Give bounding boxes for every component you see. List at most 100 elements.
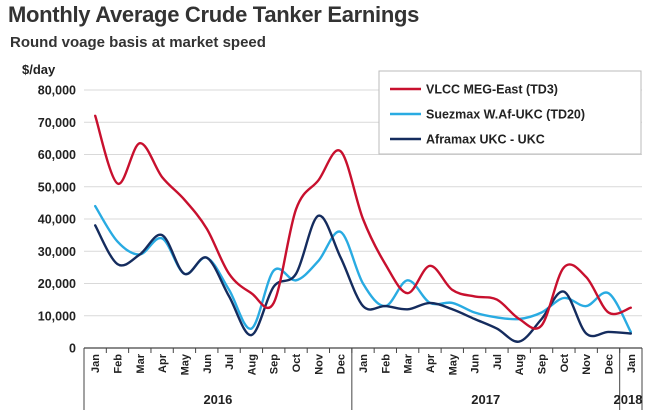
- data-point: [384, 305, 386, 307]
- data-point: [563, 290, 565, 292]
- data-point: [473, 318, 475, 320]
- y-tick-label: 30,000: [38, 245, 76, 259]
- year-label: 2017: [471, 392, 500, 407]
- data-point: [451, 289, 453, 291]
- x-tick-label: Nov: [581, 353, 593, 375]
- x-tick-label: Aug: [514, 354, 526, 375]
- data-point: [585, 305, 587, 307]
- data-point: [496, 327, 498, 329]
- y-tick-label: 20,000: [38, 277, 76, 291]
- chart-title: Monthly Average Crude Tanker Earnings: [8, 2, 420, 27]
- data-point: [451, 302, 453, 304]
- data-point: [406, 308, 408, 310]
- x-tick-label: Nov: [313, 353, 325, 375]
- data-point: [183, 198, 185, 200]
- data-point: [518, 318, 520, 320]
- x-tick-label: Jul: [492, 354, 504, 370]
- x-tick-label: Jul: [224, 354, 236, 370]
- legend-label: Aframax UKC - UKC: [426, 133, 545, 147]
- x-tick-label: Dec: [336, 354, 348, 374]
- series-line-0: [94, 114, 632, 330]
- data-point: [250, 334, 252, 336]
- data-point: [317, 179, 319, 181]
- y-tick-label: 40,000: [38, 213, 76, 227]
- data-point: [563, 266, 565, 268]
- x-tick-label: Mar: [403, 353, 415, 373]
- x-tick-label: May: [447, 353, 459, 375]
- data-point: [585, 276, 587, 278]
- data-point: [206, 257, 208, 259]
- y-tick-label: 70,000: [38, 116, 76, 130]
- data-point: [630, 306, 632, 308]
- data-point: [317, 260, 319, 262]
- data-point: [585, 332, 587, 334]
- data-point: [473, 295, 475, 297]
- y-tick-label: 10,000: [38, 309, 76, 323]
- data-point: [183, 273, 185, 275]
- data-point: [339, 257, 341, 259]
- data-point: [473, 311, 475, 313]
- data-point: [116, 263, 118, 265]
- y-tick-label: 0: [69, 342, 76, 356]
- data-point: [384, 263, 386, 265]
- data-point: [116, 182, 118, 184]
- data-point: [451, 308, 453, 310]
- x-tick-label: May: [179, 353, 191, 375]
- x-tick-label: Feb: [112, 354, 124, 374]
- data-point: [518, 340, 520, 342]
- series-line-1: [94, 204, 632, 334]
- data-point: [563, 297, 565, 299]
- data-point: [228, 289, 230, 291]
- x-tick-label: Oct: [291, 354, 303, 373]
- series-line-2: [94, 214, 632, 343]
- data-point: [540, 311, 542, 313]
- x-tick-label: Dec: [604, 354, 616, 374]
- x-tick-label: Jan: [626, 354, 638, 373]
- y-tick-label: 80,000: [38, 84, 76, 98]
- data-point: [607, 292, 609, 294]
- data-point: [94, 115, 96, 117]
- data-point: [295, 273, 297, 275]
- y-tick-label: 50,000: [38, 180, 76, 194]
- data-point: [273, 269, 275, 271]
- data-point: [273, 302, 275, 304]
- x-tick-label: Oct: [559, 354, 571, 373]
- data-point: [295, 208, 297, 210]
- legend-label: Suezmax W.Af-UKC (TD20): [426, 108, 585, 122]
- data-point: [206, 227, 208, 229]
- x-tick-label: Jun: [202, 354, 214, 374]
- data-point: [295, 279, 297, 281]
- data-point: [406, 292, 408, 294]
- data-point: [406, 279, 408, 281]
- y-tick-label: 60,000: [38, 148, 76, 162]
- x-tick-label: Sep: [537, 354, 549, 374]
- x-tick-label: Jan: [358, 354, 370, 373]
- legend-label: VLCC MEG-East (TD3): [426, 83, 558, 97]
- data-point: [607, 331, 609, 333]
- data-point: [273, 286, 275, 288]
- year-label: 2018: [614, 392, 643, 407]
- data-point: [228, 295, 230, 297]
- data-point: [362, 305, 364, 307]
- x-tick-label: Apr: [157, 353, 169, 373]
- data-point: [250, 292, 252, 294]
- data-point: [161, 176, 163, 178]
- data-point: [429, 265, 431, 267]
- x-tick-label: Sep: [269, 354, 281, 374]
- data-point: [540, 318, 542, 320]
- data-point: [339, 150, 341, 152]
- x-tick-label: Jan: [90, 354, 102, 373]
- data-point: [362, 282, 364, 284]
- data-point: [139, 253, 141, 255]
- legend-box: [378, 70, 642, 155]
- data-point: [339, 231, 341, 233]
- data-point: [496, 316, 498, 318]
- data-point: [228, 273, 230, 275]
- data-point: [94, 224, 96, 226]
- data-point: [540, 324, 542, 326]
- chart-subtitle: Round voage basis at market speed: [10, 34, 266, 51]
- data-point: [116, 240, 118, 242]
- data-point: [362, 218, 364, 220]
- x-tick-label: Aug: [246, 354, 258, 375]
- x-tick-label: Apr: [425, 353, 437, 373]
